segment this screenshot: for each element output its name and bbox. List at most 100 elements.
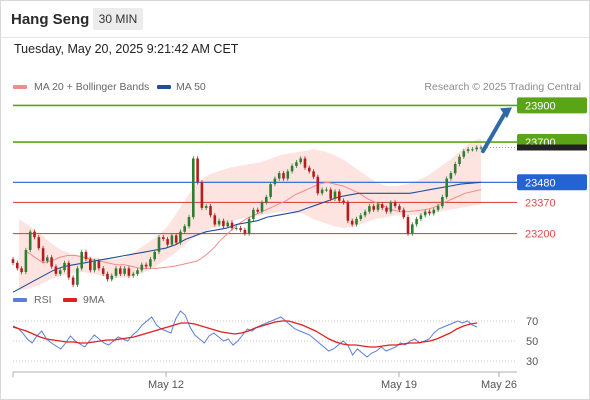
level-badge-23480 — [517, 174, 587, 191]
candle-body — [299, 158, 302, 163]
candle-body — [432, 209, 436, 214]
candle-body — [80, 251, 83, 269]
candle-body — [106, 273, 109, 280]
candle-body — [20, 268, 23, 273]
candle-body — [235, 228, 238, 230]
candle-body — [67, 262, 71, 278]
bollinger-band-area — [19, 138, 481, 291]
candle-body — [273, 178, 277, 185]
candle-body — [140, 264, 144, 271]
candle-body — [428, 211, 431, 214]
candle-body — [329, 189, 332, 199]
candle-body — [131, 273, 135, 276]
candle-body — [252, 209, 255, 219]
candle-body — [114, 268, 118, 276]
candle-body — [179, 231, 182, 243]
candle-body — [97, 261, 101, 269]
candle-body — [239, 228, 242, 230]
candle-body — [89, 259, 92, 271]
candle-body — [200, 182, 204, 208]
candle-body — [24, 250, 28, 272]
legend-rsi-label: RSI — [34, 294, 52, 306]
candle-body — [127, 268, 131, 276]
forecast-arrow-shaft — [481, 109, 508, 154]
candle-body — [54, 266, 58, 274]
candle-body — [11, 259, 15, 263]
candle-body — [213, 215, 217, 225]
legend-ma50-label: MA 50 — [176, 81, 206, 93]
legend-swatch-rsi — [13, 298, 27, 302]
candle-body — [46, 257, 49, 262]
forecast-arrow — [481, 107, 512, 154]
candle-body — [41, 248, 45, 261]
candle-body — [290, 165, 294, 172]
candle-body — [415, 218, 418, 225]
candle-body — [187, 217, 191, 227]
rsi-line — [12, 310, 478, 358]
candle-body — [295, 162, 298, 166]
candle-body — [462, 151, 466, 157]
forecast-arrow-head — [500, 107, 512, 119]
candle-body — [84, 251, 88, 260]
candle-body — [423, 211, 427, 216]
candle-body — [157, 237, 161, 252]
candle-body — [389, 202, 393, 212]
timeframe-badge[interactable]: 30 MIN — [93, 8, 143, 30]
candle-body — [93, 261, 96, 271]
header-bar: Hang Seng 30 MIN — [1, 1, 589, 38]
candle-body — [338, 191, 341, 201]
timestamp: Tuesday, May 20, 2025 9:21:42 AM CET — [14, 42, 239, 56]
candle-body — [441, 197, 444, 207]
candle-body — [192, 158, 195, 218]
level-badge-text-23480: 23480 — [525, 177, 556, 189]
candle-body — [419, 215, 423, 219]
candle-body — [342, 200, 345, 203]
candle-body — [303, 158, 307, 168]
candle-body — [183, 226, 186, 232]
candle-body — [320, 189, 324, 194]
rsi-tick-label: 30 — [526, 356, 538, 368]
candle-body — [256, 209, 259, 212]
candle-body — [475, 147, 478, 150]
research-credit: Research © 2025 Trading Central — [424, 81, 581, 93]
candle-body — [28, 231, 32, 250]
candle-body — [149, 259, 152, 267]
candle-body — [247, 218, 251, 234]
candle-body — [243, 229, 247, 234]
candle-body — [162, 237, 165, 239]
candle-body — [174, 235, 178, 243]
candle-body — [333, 191, 337, 199]
level-badge-text-23900: 23900 — [525, 100, 556, 112]
candle-body — [76, 268, 79, 285]
candle-body — [269, 184, 272, 197]
candle-body — [123, 268, 126, 274]
candle-body — [230, 222, 234, 229]
candle-body — [458, 156, 461, 164]
candle-body — [119, 268, 122, 274]
candle-body — [110, 275, 114, 280]
rsi-tick-label: 50 — [526, 336, 538, 348]
candle-body — [308, 167, 311, 172]
candle-body — [411, 224, 414, 234]
candle-body — [144, 264, 148, 267]
candle-body — [471, 149, 474, 151]
candle-body — [355, 218, 358, 225]
legend-9ma-label: 9MA — [83, 294, 105, 306]
candle-body — [286, 171, 290, 179]
level-text-23370: 23370 — [525, 197, 556, 209]
candle-body — [226, 222, 229, 227]
legend-ma20-label: MA 20 + Bollinger Bands — [34, 81, 150, 93]
legend-swatch-ma50 — [157, 85, 171, 89]
candle-body — [153, 251, 156, 260]
candle-body — [222, 220, 225, 227]
candle-body — [277, 173, 281, 179]
level-text-23200: 23200 — [525, 229, 556, 241]
rsi-panel: 70 50 30 — [12, 310, 538, 368]
candle-body — [136, 270, 139, 274]
legend-swatch-9ma — [63, 298, 77, 302]
candle-body — [402, 209, 405, 218]
x-tick-label: May 26 — [481, 379, 517, 391]
